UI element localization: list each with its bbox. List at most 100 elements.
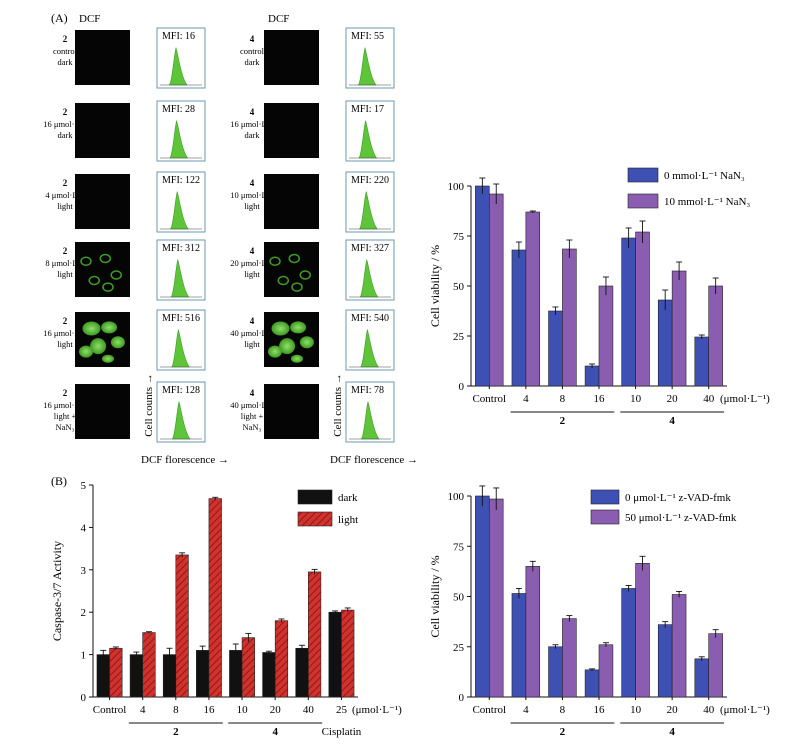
group-label: 4 — [669, 726, 675, 738]
x-tick-label: 10 — [630, 393, 642, 405]
condition-label: 40 μmol·L⁻¹ — [230, 328, 274, 338]
bar-chartB-1 — [308, 571, 322, 698]
condition-label: 16 μmol·L⁻¹ — [43, 119, 87, 129]
histogram-peak — [359, 259, 379, 298]
bar-chartA-1 — [708, 285, 723, 387]
fluorescent-cell — [277, 275, 289, 286]
legend-swatch — [297, 511, 333, 527]
condition-label: control — [240, 46, 265, 56]
y-axis-label: Cell counts → — [332, 373, 344, 437]
mfi-value: MFI: 17 — [351, 104, 384, 115]
unit-label: (μmol·L⁻¹) — [720, 704, 770, 716]
histogram-peak — [358, 191, 378, 230]
bar-chartC-0 — [694, 658, 710, 698]
y-tick-label: 1 — [81, 650, 87, 662]
microscopy-image — [75, 384, 130, 439]
group-label: 4 — [669, 415, 675, 427]
fluorescent-cell — [299, 336, 314, 349]
bar-chartA-1 — [635, 231, 650, 387]
condition-label: light — [244, 201, 260, 211]
fluorescent-cell — [269, 256, 281, 266]
viability-zvad-chart: 0 25 50 75 100 Cell viability / % Control 4 8 16 1… — [428, 485, 770, 738]
condition-label: light — [244, 269, 260, 279]
fluorescent-cell — [110, 270, 122, 280]
compound-label: 4 — [250, 388, 255, 398]
bar-chartB-0 — [262, 652, 276, 698]
bar-chartB-0 — [328, 611, 342, 698]
histogram-peak — [357, 47, 377, 86]
histogram-peak — [360, 329, 379, 368]
condition-label: NaN₃ — [242, 422, 261, 432]
group-label: 4 — [272, 726, 278, 738]
dcf-column-header: DCF — [79, 13, 100, 25]
bar-chartA-0 — [621, 237, 636, 387]
compound-label: 2 — [63, 316, 68, 326]
x-axis-label: DCF florescence → — [141, 454, 229, 466]
condition-label: dark — [57, 130, 73, 140]
x-tick-label: 16 — [594, 393, 606, 405]
bar-chartB-0 — [295, 647, 309, 698]
y-tick-label: 3 — [81, 565, 87, 577]
microscopy-image — [264, 30, 319, 85]
fluorescent-cell — [90, 338, 107, 355]
bar-chartA-1 — [598, 285, 614, 387]
legend-swatch — [627, 167, 659, 183]
x-tick-label: 40 — [703, 704, 715, 716]
x-tick-label: 40 — [703, 393, 715, 405]
legend-label: 50 μmol·L⁻¹ z-VAD-fmk — [625, 512, 737, 524]
x-tick-label: 16 — [203, 704, 215, 716]
x-tick-label: 8 — [560, 393, 566, 405]
mfi-value: MFI: 220 — [351, 175, 389, 186]
x-tick-label: 4 — [523, 393, 529, 405]
x-tick-label: 10 — [630, 704, 642, 716]
x-tick-label: 40 — [303, 704, 315, 716]
bar-chartA-1 — [488, 193, 504, 387]
fluorescent-cell — [80, 256, 92, 266]
microscopy-image — [264, 174, 319, 229]
x-tick-label: 20 — [667, 704, 679, 716]
bar-chartC-0 — [548, 646, 563, 698]
y-axis-label: Cell viability / % — [428, 245, 442, 327]
condition-label: 4 μmol·L⁻¹ — [45, 190, 85, 200]
bar-chartA-0 — [511, 249, 527, 387]
bar-chartA-0 — [475, 185, 490, 387]
bar-chartC-0 — [657, 624, 673, 698]
fluorescent-cell — [88, 275, 100, 286]
compound-label: 2 — [63, 178, 68, 188]
histogram-peak — [360, 401, 380, 440]
y-tick-label: 4 — [81, 522, 87, 534]
x-tick-label: 10 — [237, 704, 249, 716]
fluorescent-cell — [101, 321, 118, 334]
y-axis-label: Cell counts → — [143, 373, 155, 437]
microscopy-image — [75, 30, 130, 85]
panel-label-b: (B) — [51, 474, 67, 488]
compound-label: 4 — [250, 316, 255, 326]
y-axis-label: Caspase-3/7 Activity — [50, 541, 64, 641]
legend-swatch — [590, 509, 620, 525]
bar-chartA-1 — [525, 211, 541, 387]
x-tick-label: 25 — [336, 704, 348, 716]
condition-label: 8 μmol·L⁻¹ — [45, 258, 85, 268]
bar-chartC-1 — [525, 566, 541, 698]
x-tick-label: Control — [93, 704, 127, 716]
condition-label: 40 μmol·L⁻¹ — [230, 400, 274, 410]
mfi-value: MFI: 55 — [351, 31, 384, 42]
condition-label: 10 μmol·L⁻¹ — [230, 190, 274, 200]
compound-label: 4 — [250, 178, 255, 188]
legend-label: light — [338, 514, 358, 526]
compound-label: 4 — [250, 34, 255, 44]
dcf-column-header: DCF — [268, 13, 289, 25]
mfi-value: MFI: 327 — [351, 243, 389, 254]
fluorescent-cell — [110, 336, 125, 349]
x-tick-label: Control — [472, 393, 506, 405]
histogram-peak — [168, 47, 188, 86]
histogram-peak — [170, 259, 190, 298]
bar-chartB-0 — [96, 654, 110, 698]
y-tick-label: 50 — [453, 592, 465, 604]
bar-chartA-1 — [671, 270, 687, 387]
condition-label: light — [57, 269, 73, 279]
mfi-value: MFI: 28 — [162, 104, 195, 115]
